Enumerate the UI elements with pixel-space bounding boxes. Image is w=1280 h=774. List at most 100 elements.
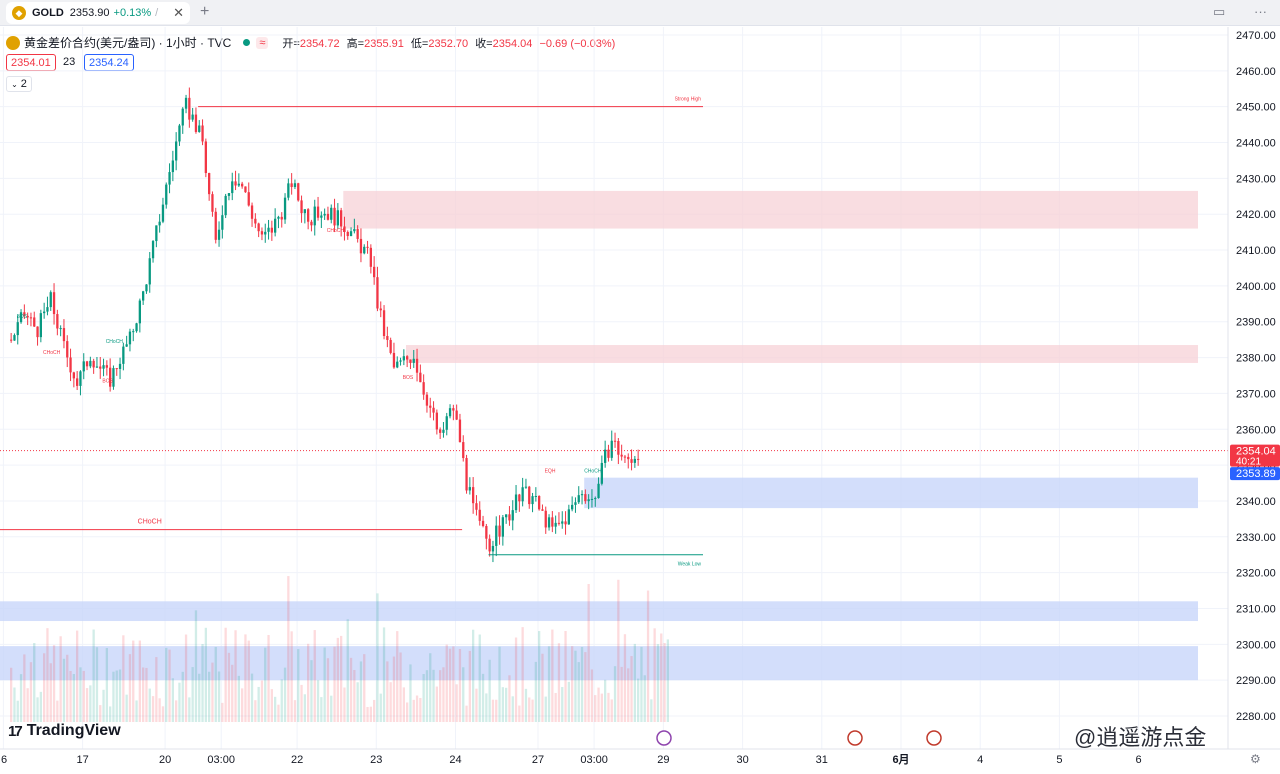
candle xyxy=(571,504,574,510)
volume-bar xyxy=(660,633,663,722)
volume-bar xyxy=(23,654,26,722)
volume-bar xyxy=(198,673,201,722)
candle xyxy=(10,339,13,341)
candle xyxy=(524,486,528,488)
candle xyxy=(307,209,310,222)
candle xyxy=(330,207,333,220)
volume-bar xyxy=(333,646,336,722)
candle xyxy=(610,440,613,458)
smc-label: EQH xyxy=(545,468,556,474)
volume-bar xyxy=(481,673,485,722)
volume-bar xyxy=(399,652,402,722)
candle xyxy=(320,215,323,218)
x-tick-label: 22 xyxy=(291,754,303,766)
candle xyxy=(99,366,102,369)
candle xyxy=(254,218,257,224)
candle xyxy=(135,323,138,332)
candle xyxy=(181,108,184,126)
candle xyxy=(590,498,594,500)
candle xyxy=(333,207,336,226)
event-icon xyxy=(847,730,863,746)
volume-bar xyxy=(161,706,165,722)
volume-bar xyxy=(250,673,254,722)
new-tab-icon[interactable]: + xyxy=(200,3,210,20)
volume-bar xyxy=(109,706,112,722)
volume-bar xyxy=(323,647,326,722)
candle xyxy=(201,125,204,142)
volume-bar xyxy=(567,681,570,722)
candle xyxy=(247,192,250,206)
tradingview-logo[interactable]: 17 TradingView xyxy=(8,722,121,740)
candle xyxy=(237,183,240,186)
volume-bar xyxy=(488,659,491,722)
volume-bar xyxy=(458,649,462,722)
volume-bar xyxy=(138,640,141,722)
volume-bar xyxy=(79,667,82,722)
volume-bar xyxy=(264,647,267,722)
volume-bar xyxy=(369,706,372,722)
indicators-toggle[interactable]: ⌄ 2 xyxy=(6,76,32,92)
volume-bar xyxy=(663,643,666,722)
volume-bar xyxy=(419,697,422,722)
volume-bar xyxy=(620,666,623,722)
candle xyxy=(495,525,498,546)
y-tick-label: 2280.00 xyxy=(1236,711,1276,723)
volume-bar xyxy=(46,628,49,722)
volume-bar xyxy=(168,649,171,722)
event-icon xyxy=(656,730,672,746)
level-label: Weak Low xyxy=(678,562,702,568)
volume-bar xyxy=(69,670,72,722)
candle xyxy=(310,221,313,226)
y-tick-label: 2290.00 xyxy=(1236,675,1276,687)
y-tick-label: 2390.00 xyxy=(1236,317,1276,329)
volume-bar xyxy=(227,652,231,722)
volume-bar xyxy=(36,697,39,722)
volume-bar xyxy=(607,692,610,722)
close-tab-icon[interactable]: ✕ xyxy=(173,5,184,20)
volume-bar xyxy=(237,675,240,722)
compare-icon[interactable]: ≈ xyxy=(256,36,269,49)
candle xyxy=(211,194,214,212)
volume-bar xyxy=(422,673,425,722)
gear-icon[interactable]: ⚙ xyxy=(1250,752,1261,766)
candle xyxy=(442,429,445,433)
candle xyxy=(392,352,396,368)
volume-bar xyxy=(181,671,184,722)
x-tick-label: 6月 xyxy=(892,753,909,766)
volume-bar xyxy=(72,674,75,722)
volume-bar xyxy=(439,670,442,722)
smc-label: CHoCH xyxy=(584,468,602,474)
x-tick-label: 30 xyxy=(736,754,748,766)
chart-legend: 黄金差价合约(美元/盎司) · 1小时 · TVC ≈ 开=2354.72 高=… xyxy=(6,34,619,51)
price-chart[interactable]: Strong High Weak Low CHoCH BOS CHoCH CHoCH BOS… xyxy=(0,27,1280,774)
candle xyxy=(425,394,429,406)
candle xyxy=(132,331,135,333)
level-label: CHoCH xyxy=(138,519,162,526)
volume-bar xyxy=(188,697,191,722)
volume-bar xyxy=(82,670,85,722)
volume-bar xyxy=(287,576,290,722)
candle xyxy=(564,521,567,525)
x-tick-label: 5 xyxy=(1056,754,1062,766)
volume-bar xyxy=(445,644,448,722)
candle xyxy=(26,315,29,318)
volume-bar xyxy=(627,668,630,722)
volume-bar xyxy=(280,679,283,722)
candle xyxy=(557,522,561,524)
volume-bar xyxy=(145,667,148,722)
more-icon[interactable]: ··· xyxy=(1254,4,1267,19)
layout-icon[interactable]: ▭ xyxy=(1213,4,1226,19)
volume-bar xyxy=(313,630,316,722)
symbol-tab[interactable]: ◆ GOLD 2353.90 +0.13% / ✕ xyxy=(6,2,190,24)
volume-bar xyxy=(392,656,396,722)
smc-label: BOS xyxy=(102,379,113,385)
volume-bar xyxy=(105,648,108,722)
volume-bar xyxy=(320,697,323,722)
volume-bar xyxy=(171,678,174,722)
candle xyxy=(274,218,277,233)
candle xyxy=(95,366,99,368)
symbol-title[interactable]: 黄金差价合约(美元/盎司) · 1小时 · TVC xyxy=(24,36,232,50)
candle xyxy=(373,266,376,278)
volume-bar xyxy=(267,634,270,722)
volume-bar xyxy=(425,670,429,722)
